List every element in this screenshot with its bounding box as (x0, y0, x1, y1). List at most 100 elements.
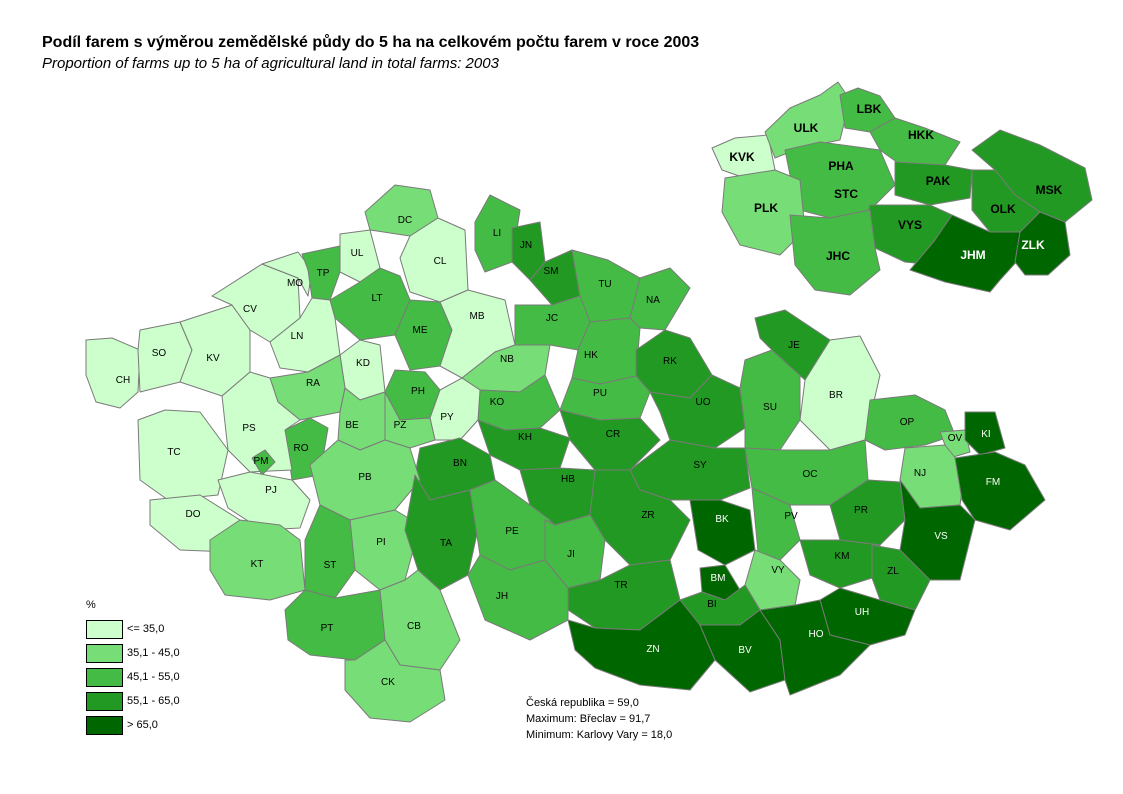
district-label-li: LI (493, 228, 501, 239)
district-label-pi: PI (376, 537, 385, 548)
district-label-be: BE (345, 420, 359, 431)
district-polygons (85, 184, 1046, 723)
district-fm (954, 451, 1046, 531)
district-label-kv: KV (206, 353, 220, 364)
district-label-ho: HO (809, 629, 824, 640)
district-label-tr: TR (614, 580, 627, 591)
district-label-sm: SM (544, 266, 559, 277)
district-label-kt: KT (251, 559, 264, 570)
district-label-pz: PZ (394, 420, 407, 431)
legend-item: 45,1 - 55,0 (86, 665, 180, 689)
district-label-ps: PS (242, 423, 256, 434)
district-label-nj: NJ (914, 468, 926, 479)
summary-stats: Česká republika = 59,0 Maximum: Břeclav … (526, 695, 672, 743)
legend-swatch (86, 643, 123, 663)
legend-label: > 65,0 (127, 719, 158, 731)
region-label-vys: VYS (898, 218, 922, 232)
district-label-mo: MO (287, 278, 303, 289)
district-label-so: SO (152, 348, 167, 359)
district-label-na: NA (646, 295, 660, 306)
district-label-ln: LN (291, 331, 304, 342)
district-label-cv: CV (243, 304, 257, 315)
region-label-lbk: LBK (857, 102, 882, 116)
region-pak (894, 161, 973, 206)
region-label-hkk: HKK (908, 128, 934, 142)
district-label-cb: CB (407, 621, 421, 632)
district-label-hb: HB (561, 474, 575, 485)
district-label-jc: JC (546, 313, 558, 324)
district-label-ph: PH (411, 386, 425, 397)
region-labels: KVK ULK LBK HKK PHA STC PAK MSK PLK VYS OLK JHC JHM Z… (729, 102, 1062, 263)
district-label-ch: CH (116, 375, 130, 386)
district-label-lt: LT (372, 293, 383, 304)
district-label-hk: HK (584, 350, 598, 361)
district-label-cr: CR (606, 429, 620, 440)
district-label-tu: TU (598, 279, 611, 290)
district-label-pt: PT (321, 623, 334, 634)
district-label-bm: BM (711, 573, 726, 584)
region-label-olk: OLK (990, 202, 1016, 216)
district-op (864, 394, 956, 451)
district-py (429, 377, 481, 441)
district-label-op: OP (900, 417, 915, 428)
district-label-bk: BK (715, 514, 729, 525)
district-ps (221, 371, 301, 473)
legend-item: 55,1 - 65,0 (86, 689, 180, 713)
district-label-cl: CL (434, 256, 447, 267)
district-label-bi: BI (707, 599, 716, 610)
district-label-oc: OC (803, 469, 818, 480)
region-label-ulk: ULK (794, 121, 819, 135)
district-label-mb: MB (470, 311, 485, 322)
district-label-zr: ZR (641, 510, 654, 521)
district-pm (251, 449, 276, 476)
district-label-dc: DC (398, 215, 412, 226)
district-label-rk: RK (663, 356, 677, 367)
district-label-me: ME (413, 325, 428, 336)
district-kh (477, 419, 571, 471)
legend-label: 45,1 - 55,0 (127, 671, 180, 683)
legend-swatch (86, 691, 123, 711)
district-label-kd: KD (356, 358, 370, 369)
district-label-kh: KH (518, 432, 532, 443)
legend: % <= 35,0 35,1 - 45,0 45,1 - 55,0 55,1 -… (86, 599, 180, 737)
district-label-pr: PR (854, 505, 868, 516)
district-label-bn: BN (453, 458, 467, 469)
district-ki (964, 411, 1006, 456)
district-ln (269, 297, 341, 373)
legend-label: <= 35,0 (127, 623, 165, 635)
district-label-jn: JN (520, 240, 532, 251)
legend-item: 35,1 - 45,0 (86, 641, 180, 665)
region-label-jhc: JHC (826, 249, 850, 263)
district-km (799, 539, 881, 589)
stat-country: Česká republika = 59,0 (526, 697, 639, 709)
district-label-ra: RA (306, 378, 320, 389)
district-label-tc: TC (167, 447, 180, 458)
district-label-jh: JH (496, 591, 508, 602)
district-label-br: BR (829, 390, 843, 401)
district-bk (689, 499, 756, 566)
stat-minimum: Minimum: Karlovy Vary = 18,0 (526, 729, 673, 741)
district-label-fm: FM (986, 477, 1000, 488)
district-jh (467, 554, 569, 641)
district-label-uh: UH (855, 607, 869, 618)
district-label-uo: UO (696, 397, 711, 408)
region-jhm (909, 214, 1021, 293)
region-label-msk: MSK (1036, 183, 1063, 197)
district-label-do: DO (186, 509, 201, 520)
district-label-ck: CK (381, 677, 395, 688)
region-label-plk: PLK (754, 201, 778, 215)
district-label-py: PY (440, 412, 454, 423)
district-label-pb: PB (358, 472, 372, 483)
stat-maximum: Maximum: Břeclav = 91,7 (526, 713, 651, 725)
district-label-ro: RO (294, 443, 309, 454)
district-cr (559, 409, 661, 471)
legend-item: > 65,0 (86, 713, 180, 737)
region-zlk (1014, 211, 1071, 276)
district-pj (217, 471, 311, 531)
legend-swatch (86, 619, 123, 639)
district-vs (899, 479, 976, 581)
region-label-jhm: JHM (960, 248, 985, 262)
district-labels: CH SO KV CV MO UL DC CL TP LT LN ME MB LI JN SM TU NA JC NB… (116, 215, 1000, 688)
region-label-kvk: KVK (729, 150, 755, 164)
